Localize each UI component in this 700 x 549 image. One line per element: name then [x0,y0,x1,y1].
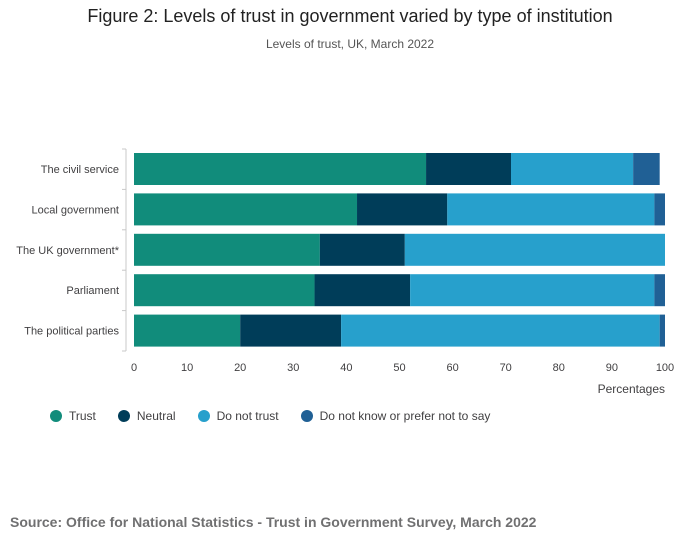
bar-segment-do-not-know-or-prefer-not-to-say [654,193,665,226]
stacked-bar-chart: The civil service Local government The UK … [16,148,674,396]
chart-legend: Trust Neutral Do not trust Do not know or p… [50,409,490,423]
legend-label: Do not trust [216,409,279,423]
bar-segment-do-not-know-or-prefer-not-to-say [659,314,665,347]
x-tick-label: 20 [234,362,246,374]
y-tick-label: The UK government* [16,245,119,257]
bar-segment-neutral [314,274,411,307]
x-tick-label: 90 [606,362,618,374]
x-tick-label: 70 [500,362,512,374]
bar-segment-do-not-trust [341,314,660,347]
chart-title: Figure 2: Levels of trust in government … [87,6,613,26]
legend-label: Trust [69,409,96,423]
bar-segment-do-not-trust [511,153,634,185]
bar-segment-do-not-trust [410,274,655,307]
x-tick-label: 30 [287,362,299,374]
legend-label: Neutral [136,409,176,423]
y-tick-label: Local government [32,204,119,216]
x-tick-label: 50 [393,362,405,374]
x-tick-label: 0 [131,362,137,374]
legend-marker-icon [300,410,313,422]
y-tick-label: The political parties [24,326,119,338]
bar-segment-neutral [426,153,512,185]
bar-segment-do-not-know-or-prefer-not-to-say [654,274,665,307]
bar-segment-trust [134,314,241,347]
bar-segment-do-not-trust [447,193,655,226]
bar-segment-trust [134,193,358,226]
legend-marker-icon [197,410,210,422]
bar-segment-trust [134,233,320,266]
legend-label: Do not know or prefer not to say [319,409,491,423]
x-tick-label: 10 [181,362,193,374]
bar-segment-do-not-trust [404,233,665,266]
x-axis-label: Percentages [598,382,665,396]
legend-item: Trust [50,409,96,423]
bar-segment-trust [134,274,315,307]
x-tick-label: 100 [656,362,674,374]
legend-item: Do not trust [197,409,279,423]
legend-item: Do not know or prefer not to say [300,409,491,423]
bar-segment-neutral [357,193,448,226]
y-tick-label: The civil service [41,164,119,176]
bar-segment-neutral [240,314,342,347]
x-tick-label: 80 [553,362,565,374]
bar-segment-trust [134,153,427,185]
x-tick-label: 60 [446,362,458,374]
chart-subtitle: Levels of trust, UK, March 2022 [265,37,435,51]
y-tick-label: Parliament [66,285,119,297]
x-tick-label: 40 [340,362,352,374]
bar-segment-do-not-know-or-prefer-not-to-say [633,153,660,185]
legend-marker-icon [50,410,62,422]
legend-marker-icon [117,410,130,422]
legend-item: Neutral [117,409,176,423]
bar-segment-neutral [319,233,405,266]
source-note: Source: Office for National Statistics -… [10,514,537,530]
